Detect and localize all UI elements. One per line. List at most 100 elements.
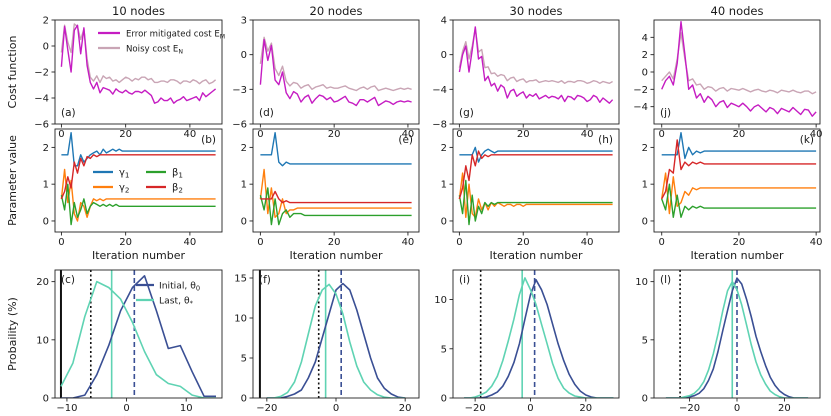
x-tick-label: 0 [456,237,462,248]
y-tick-label: 1 [441,180,447,191]
y-tick-label: 0 [43,394,49,405]
y-axis-label: Probaility (%) [6,297,19,371]
axes-frame [54,269,223,399]
y-tick-label: −4 [633,102,648,113]
x-tick-label: 40 [581,237,594,248]
legend-entry: β2 [172,183,183,195]
column-title: 40 nodes [711,4,764,18]
series-line--1 [661,131,817,160]
legend-entry: β1 [172,168,183,180]
y-tick-label: 4 [441,16,447,27]
series-line--2 [60,168,216,222]
x-tick-label: 20 [328,129,341,140]
panel-label: (e) [398,134,413,146]
x-tick-label: 10 [180,403,193,414]
y-axis-label: Parameter value [6,135,19,226]
x-tick-label: 40 [810,237,823,248]
series-line-initial-0 [464,278,614,398]
series-line--1 [458,179,613,226]
y-tick-label: −8 [432,120,447,131]
x-axis-label: Iteration number [690,249,784,262]
y-tick-label: 2 [642,50,648,61]
panel-label: (l) [660,274,671,286]
x-tick-label: 20 [517,129,530,140]
y-axis-label: Cost function [6,36,19,109]
x-tick-label: 20 [119,237,132,248]
panel-j: 0 20 40 −4 −2 0 2 4 (j) [633,19,823,140]
x-tick-label: 20 [328,237,341,248]
panel-label: (j) [660,107,671,119]
series-line-last- [60,280,216,398]
y-tick-label: 0 [241,216,247,227]
y-tick-label: 0 [642,68,648,79]
x-tick-label: 0 [58,237,64,248]
y-tick-label: 5 [441,344,447,355]
y-tick-label: 1 [642,180,648,191]
x-tick-label: 0 [659,129,665,140]
y-tick-label: 10 [234,314,247,325]
x-tick-label: 0 [659,237,665,248]
y-tick-label: 0 [241,394,247,405]
y-tick-label: −2 [34,68,49,79]
axes-frame [452,128,620,233]
x-tick-label: 0 [333,403,339,414]
axes-frame [452,19,620,125]
series-line-noisy-cost-e-n [259,36,412,92]
column-title: 20 nodes [310,4,363,18]
series-line-initial-0 [266,282,406,398]
legend-probability: Initial, θ0 Last, θ* [136,281,200,308]
y-tick-label: 0 [43,42,49,53]
series-line--2 [661,172,817,215]
x-tick-label: −20 [256,403,277,414]
x-tick-label: 40 [184,129,197,140]
series-line--2 [60,154,216,200]
x-tick-label: −20 [679,403,700,414]
panel-label: (f) [259,274,271,286]
column-title: 30 nodes [510,4,563,18]
x-tick-label: 0 [734,403,740,414]
series-line--2 [458,150,613,200]
series-line-error-mitigated-cost-e-m [458,26,614,104]
y-tick-label: −6 [34,120,49,131]
panel-label: (b) [201,134,216,146]
series-line-error-mitigated-cost-e-m [259,38,412,107]
series-line--1 [60,183,216,226]
y-tick-label: 2 [642,143,648,154]
panel-label: (h) [598,134,613,146]
series-line-error-mitigated-cost-e-m [60,24,217,104]
y-tick-label: 5 [241,354,247,365]
x-tick-label: 20 [733,237,746,248]
series-line--1 [459,146,613,163]
legend-entry: γ2 [119,183,130,195]
panel-label: (a) [61,107,76,119]
x-tick-label: 20 [579,403,592,414]
y-tick-label: 2 [43,143,49,154]
y-tick-label: −4 [432,85,447,96]
x-tick-label: 20 [778,403,791,414]
panel-b: 0 20 40 0 1 2 (b) Iteration number Parameter val… [6,128,223,262]
x-tick-label: 20 [399,403,412,414]
series-line--1 [259,187,412,226]
y-tick-label: 10 [36,335,49,346]
x-tick-label: 20 [733,129,746,140]
axes-frame [452,269,620,399]
panel-label: (d) [259,107,274,119]
x-tick-label: 0 [123,403,129,414]
panel-label: (c) [61,274,75,286]
series-line-noisy-cost-e-n [458,28,613,85]
panel-g: 0 20 40 −8 −4 0 4 (g) [432,16,620,140]
x-axis-label: Iteration number [489,249,583,262]
series-line-last- [266,283,406,398]
y-tick-label: 15 [234,274,247,285]
panel-label: (k) [800,134,814,146]
y-tick-label: −2 [633,85,648,96]
x-tick-label: 40 [581,129,594,140]
y-tick-label: 0 [441,216,447,227]
legend-entry: Last, θ* [159,296,194,308]
axes-frame [653,19,821,125]
y-tick-label: 2 [43,16,49,27]
y-tick-label: 1 [43,180,49,191]
